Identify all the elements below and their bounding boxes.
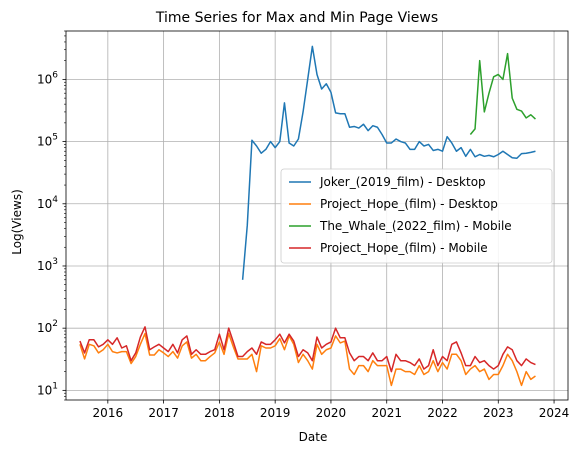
legend-label: Project_Hope_(film) - Desktop bbox=[320, 197, 498, 211]
series-layer bbox=[79, 45, 536, 387]
y-tick-label: 106 bbox=[37, 70, 58, 86]
chart-title: Time Series for Max and Min Page Views bbox=[155, 10, 438, 26]
x-tick-label: 2020 bbox=[316, 406, 347, 420]
legend-label: The_Whale_(2022_film) - Mobile bbox=[319, 219, 512, 233]
series-line-1 bbox=[79, 332, 536, 387]
series-line-3 bbox=[79, 326, 536, 373]
x-tick-label: 2017 bbox=[148, 406, 179, 420]
series-line-2 bbox=[469, 52, 536, 135]
x-tick-label: 2024 bbox=[539, 406, 570, 420]
x-tick-label: 2016 bbox=[93, 406, 124, 420]
y-tick-label: 103 bbox=[37, 257, 58, 273]
y-tick-label: 104 bbox=[37, 195, 58, 211]
legend-label: Project_Hope_(film) - Mobile bbox=[320, 241, 488, 255]
y-tick-label: 105 bbox=[37, 133, 58, 149]
legend-label: Joker_(2019_film) - Desktop bbox=[319, 175, 486, 189]
y-axis-label: Log(Views) bbox=[10, 189, 24, 255]
series-line-0 bbox=[241, 45, 536, 280]
x-tick-label: 2022 bbox=[427, 406, 458, 420]
x-tick-label: 2023 bbox=[483, 406, 514, 420]
y-tick-label: 101 bbox=[37, 381, 58, 397]
y-tick-label: 102 bbox=[37, 319, 58, 335]
legend-box bbox=[280, 168, 553, 264]
x-tick-label: 2021 bbox=[371, 406, 402, 420]
x-tick-label: 2019 bbox=[260, 406, 291, 420]
legend: Joker_(2019_film) - Desktop Project_Hope_… bbox=[280, 168, 553, 264]
x-tick-label: 2018 bbox=[204, 406, 235, 420]
x-axis-label: Date bbox=[299, 430, 328, 444]
plot-frame bbox=[65, 30, 569, 401]
